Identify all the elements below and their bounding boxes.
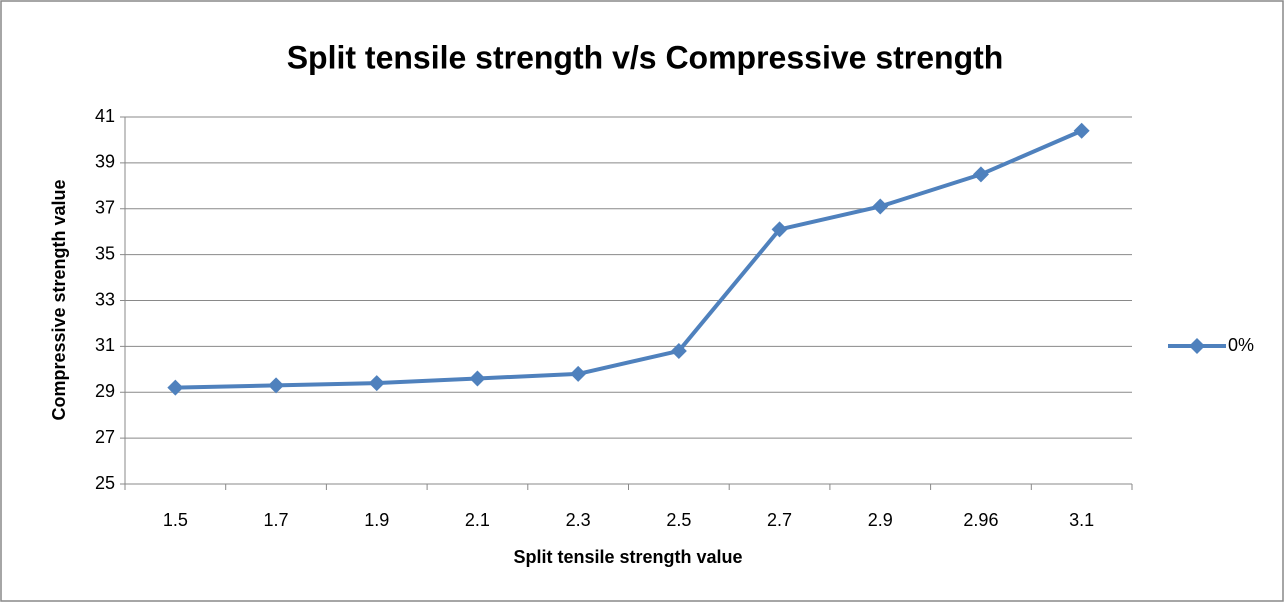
x-tick-label: 1.5 [163,510,188,530]
x-tick-label: 2.9 [868,510,893,530]
x-tick-label: 2.3 [566,510,591,530]
x-axis-title: Split tensile strength value [513,547,742,567]
y-tick-label: 25 [95,473,115,493]
legend-label: 0% [1228,335,1254,355]
y-tick-label: 41 [95,106,115,126]
marker [268,377,285,394]
line [175,128,1083,390]
y-tick-label: 39 [95,152,115,172]
chart-title: Split tensile strength v/s Compressive s… [287,39,1004,75]
y-tick-label: 37 [95,198,115,218]
y-axis-title: Compressive strength value [49,179,69,420]
marker [670,342,687,359]
y-tick-label: 33 [95,289,115,309]
marker [972,166,989,183]
x-tick-label: 1.9 [364,510,389,530]
y-tick-label: 35 [95,243,115,263]
marker [771,221,788,238]
y-tick-label: 29 [95,381,115,401]
x-tick-label: 2.1 [465,510,490,530]
y-tick-label: 31 [95,335,115,355]
legend-marker [1189,338,1205,354]
marker [167,379,184,396]
marker [368,375,385,392]
x-tick-label: 2.7 [767,510,792,530]
marker [872,198,889,215]
x-tick-label: 2.96 [963,510,998,530]
x-tick-label: 2.5 [666,510,691,530]
x-tick-label: 1.7 [264,510,289,530]
x-tick-label: 3.1 [1069,510,1094,530]
marker [570,365,587,382]
marker [1073,122,1090,139]
y-tick-label: 27 [95,427,115,447]
marker [469,370,486,387]
